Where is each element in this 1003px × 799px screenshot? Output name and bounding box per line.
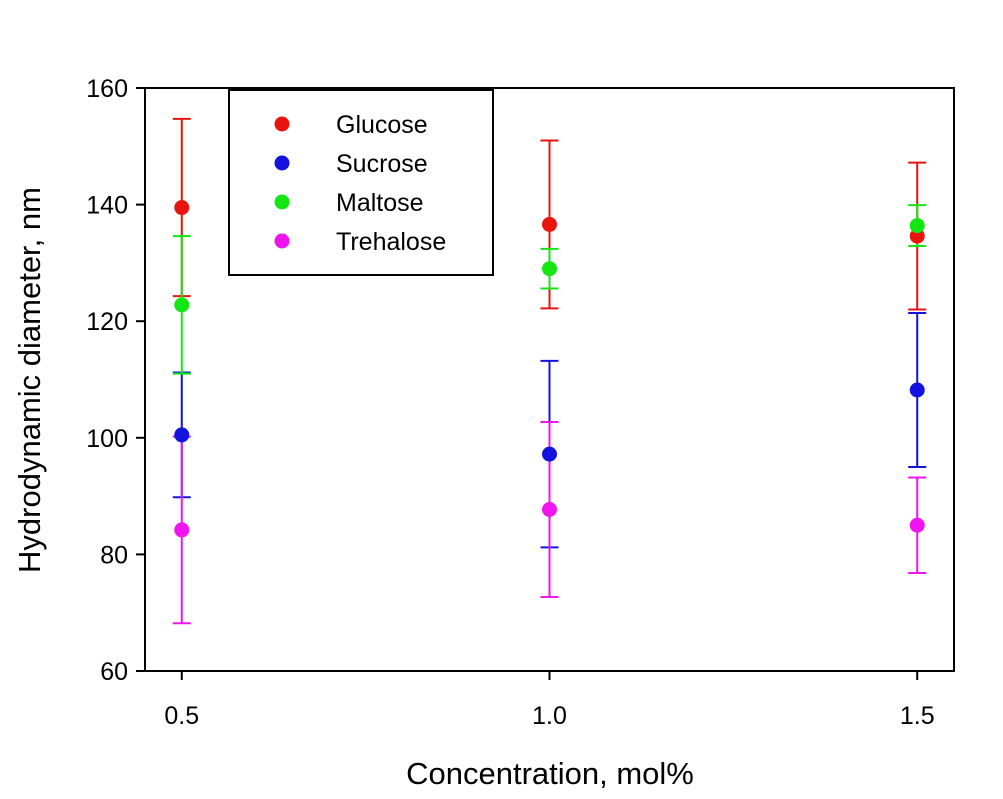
x-tick-label: 0.5 — [164, 702, 199, 730]
legend: Glucose Sucrose Maltose Trehalose — [228, 89, 494, 276]
y-tick-label: 120 — [86, 308, 128, 336]
legend-marker-trehalose — [274, 233, 290, 249]
point-glucose — [174, 200, 190, 216]
point-glucose — [542, 216, 557, 232]
point-maltose — [174, 297, 190, 313]
point-sucrose — [909, 382, 925, 398]
point-glucose — [909, 228, 925, 244]
x-axis-title: Concentration, mol% — [406, 756, 694, 791]
point-maltose — [909, 218, 925, 234]
legend-label-sucrose: Sucrose — [336, 150, 428, 178]
point-trehalose — [174, 522, 190, 538]
point-trehalose — [909, 517, 925, 533]
legend-marker-maltose — [274, 194, 290, 210]
legend-marker-sucrose — [274, 155, 290, 171]
point-sucrose — [542, 446, 557, 462]
y-axis: 60 80 100 120 140 160 — [86, 75, 145, 686]
data-marks — [172, 117, 927, 625]
legend-box — [228, 89, 494, 276]
x-axis: 0.5 1.0 1.5 — [164, 671, 935, 730]
legend-marker-glucose — [274, 116, 290, 132]
y-tick-label: 80 — [100, 541, 128, 569]
y-tick-label: 140 — [86, 192, 128, 220]
x-tick-label: 1.5 — [900, 702, 935, 730]
legend-label-trehalose: Trehalose — [336, 228, 446, 256]
legend-label-glucose: Glucose — [336, 111, 428, 139]
point-trehalose — [542, 502, 557, 518]
y-axis-title: Hydrodynamic diameter, nm — [12, 187, 47, 573]
legend-label-maltose: Maltose — [336, 189, 424, 217]
y-tick-label: 60 — [100, 658, 128, 686]
point-sucrose — [174, 427, 190, 443]
y-tick-label: 100 — [86, 425, 128, 453]
y-tick-label: 160 — [86, 75, 128, 103]
point-maltose — [542, 261, 557, 277]
x-tick-label: 1.0 — [532, 702, 567, 730]
